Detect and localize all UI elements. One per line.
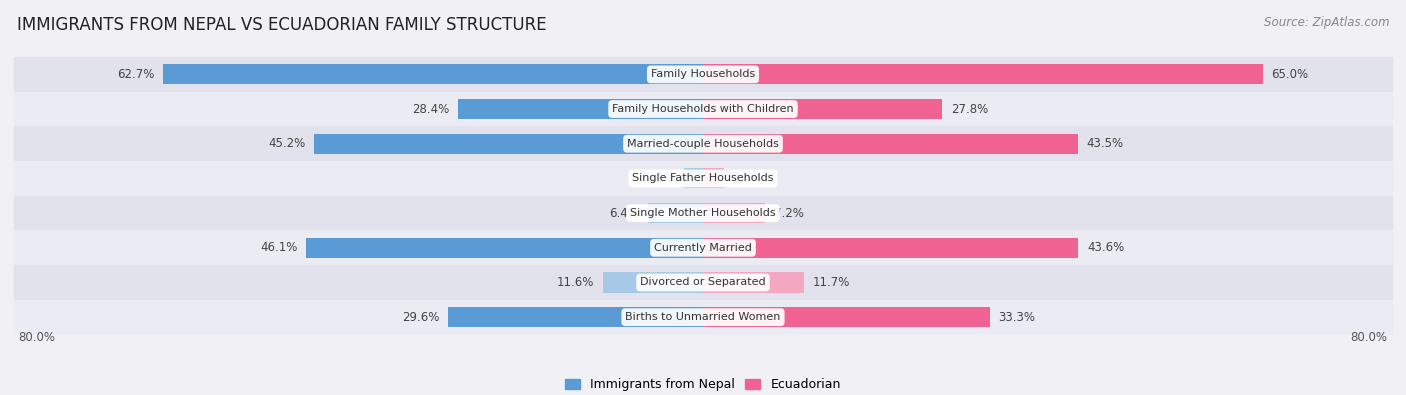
Text: 65.0%: 65.0% xyxy=(1271,68,1309,81)
Text: Single Father Households: Single Father Households xyxy=(633,173,773,183)
Bar xyxy=(14,196,1392,230)
Bar xyxy=(14,57,1392,92)
Text: 27.8%: 27.8% xyxy=(950,103,988,116)
Text: 45.2%: 45.2% xyxy=(269,137,305,150)
Bar xyxy=(703,64,1263,85)
Bar xyxy=(458,99,703,119)
Bar xyxy=(449,307,703,327)
Bar xyxy=(703,134,1077,154)
Bar xyxy=(14,92,1392,126)
Bar xyxy=(703,203,765,223)
Text: Single Mother Households: Single Mother Households xyxy=(630,208,776,218)
Text: 2.4%: 2.4% xyxy=(733,172,762,185)
Text: IMMIGRANTS FROM NEPAL VS ECUADORIAN FAMILY STRUCTURE: IMMIGRANTS FROM NEPAL VS ECUADORIAN FAMI… xyxy=(17,16,547,34)
Text: 29.6%: 29.6% xyxy=(402,310,440,324)
Text: 33.3%: 33.3% xyxy=(998,310,1035,324)
Bar xyxy=(14,161,1392,196)
Text: Births to Unmarried Women: Births to Unmarried Women xyxy=(626,312,780,322)
Text: Family Households with Children: Family Households with Children xyxy=(612,104,794,114)
Bar xyxy=(307,238,703,258)
Bar xyxy=(163,64,703,85)
Text: 2.2%: 2.2% xyxy=(645,172,675,185)
Bar xyxy=(14,265,1392,300)
Text: Family Households: Family Households xyxy=(651,70,755,79)
Bar xyxy=(703,168,724,188)
Text: 11.6%: 11.6% xyxy=(557,276,595,289)
Text: Divorced or Separated: Divorced or Separated xyxy=(640,277,766,288)
Text: 43.6%: 43.6% xyxy=(1087,241,1125,254)
Bar xyxy=(14,126,1392,161)
Bar xyxy=(703,238,1078,258)
Bar xyxy=(703,307,990,327)
Text: Source: ZipAtlas.com: Source: ZipAtlas.com xyxy=(1264,16,1389,29)
Text: 43.5%: 43.5% xyxy=(1087,137,1123,150)
Text: 62.7%: 62.7% xyxy=(117,68,155,81)
Text: 28.4%: 28.4% xyxy=(412,103,450,116)
Bar xyxy=(703,273,804,293)
Bar xyxy=(603,273,703,293)
Text: 6.4%: 6.4% xyxy=(609,207,640,220)
Bar xyxy=(685,168,703,188)
Bar xyxy=(648,203,703,223)
Text: 80.0%: 80.0% xyxy=(1351,331,1388,344)
Bar xyxy=(14,300,1392,335)
Bar xyxy=(314,134,703,154)
Text: Married-couple Households: Married-couple Households xyxy=(627,139,779,149)
Bar xyxy=(703,99,942,119)
Text: 7.2%: 7.2% xyxy=(773,207,803,220)
Text: Currently Married: Currently Married xyxy=(654,243,752,253)
Legend: Immigrants from Nepal, Ecuadorian: Immigrants from Nepal, Ecuadorian xyxy=(561,373,845,395)
Bar xyxy=(14,230,1392,265)
Text: 11.7%: 11.7% xyxy=(813,276,849,289)
Text: 80.0%: 80.0% xyxy=(18,331,55,344)
Text: 46.1%: 46.1% xyxy=(260,241,298,254)
